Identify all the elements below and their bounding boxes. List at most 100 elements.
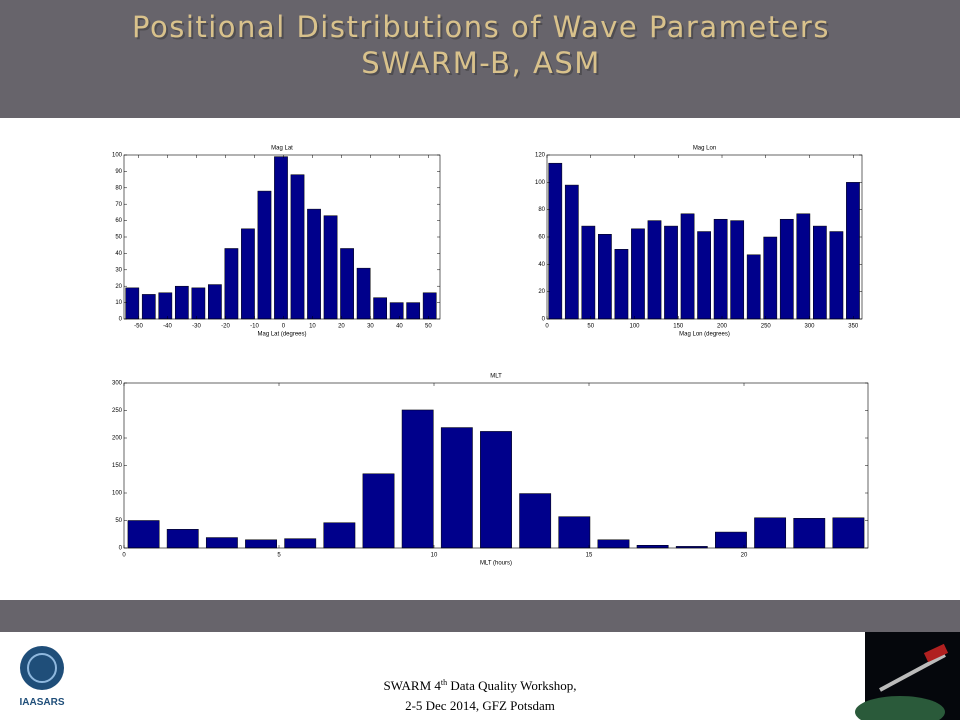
- title-shadow: Positional Distributions of Wave Paramet…: [134, 12, 832, 46]
- x-tick-label: 50: [425, 324, 432, 330]
- y-tick-label: 40: [115, 251, 122, 257]
- x-tick-label: 300: [804, 324, 815, 330]
- x-tick-label: 20: [338, 324, 345, 330]
- bar: [323, 522, 356, 549]
- x-tick-label: 10: [309, 324, 316, 330]
- logo: IAASARS: [19, 646, 65, 708]
- bar: [548, 162, 563, 320]
- footer-line2: 2-5 Dec 2014, GFZ Potsdam: [405, 698, 555, 713]
- bar: [191, 287, 206, 320]
- bar: [779, 218, 794, 320]
- bar: [614, 249, 629, 320]
- bar: [597, 539, 630, 549]
- bar: [829, 231, 844, 320]
- bar: [480, 431, 512, 549]
- bar: [763, 236, 778, 320]
- x-tick-label: 15: [586, 553, 593, 559]
- bar: [284, 538, 317, 549]
- bar: [158, 292, 173, 320]
- x-tick-label: 0: [122, 553, 126, 559]
- chart-title: Mag Lon: [693, 146, 716, 152]
- bar: [141, 294, 156, 320]
- bar: [125, 287, 140, 320]
- satellite-panel: [923, 643, 949, 663]
- y-tick-label: 0: [542, 317, 546, 323]
- bar: [581, 225, 596, 320]
- bar: [224, 248, 239, 320]
- logo-globe: [20, 646, 64, 690]
- y-tick-label: 80: [115, 185, 122, 191]
- bar: [636, 545, 669, 549]
- bar: [422, 292, 437, 320]
- y-tick-label: 20: [115, 284, 122, 290]
- bar: [730, 220, 745, 320]
- x-tick-label: 0: [282, 324, 286, 330]
- x-tick-label: -10: [250, 324, 259, 330]
- x-tick-label: 5: [277, 553, 281, 559]
- bar: [631, 228, 645, 320]
- bar: [440, 427, 473, 549]
- x-tick-label: -50: [134, 324, 143, 330]
- subtitle-shadow: SWARM-B, ASM: [363, 48, 603, 82]
- bar: [832, 517, 865, 549]
- bar: [793, 518, 826, 549]
- bar: [713, 218, 728, 320]
- x-tick-label: 20: [741, 553, 748, 559]
- bar: [389, 302, 404, 320]
- x-axis-label: Mag Lon (degrees): [679, 332, 730, 338]
- x-tick-label: -20: [221, 324, 230, 330]
- y-tick-label: 100: [535, 180, 546, 186]
- y-tick-label: 80: [538, 207, 545, 213]
- y-tick-label: 120: [535, 153, 546, 159]
- bar: [796, 213, 811, 320]
- bar: [166, 529, 199, 549]
- x-tick-label: 30: [367, 324, 374, 330]
- y-tick-label: 40: [538, 262, 545, 268]
- bar: [519, 493, 552, 549]
- earth: [855, 696, 945, 720]
- bar: [406, 302, 421, 320]
- logo-text: IAASARS: [19, 697, 64, 708]
- bar: [697, 231, 711, 320]
- y-tick-label: 90: [115, 169, 122, 175]
- chart-title: MLT: [490, 374, 502, 380]
- chart-title: Mag Lat: [271, 146, 293, 152]
- bar: [290, 174, 305, 320]
- bar: [846, 182, 860, 320]
- bar: [754, 517, 787, 549]
- bar: [307, 208, 321, 320]
- x-tick-label: -40: [163, 324, 172, 330]
- footer-line1: SWARM 4th Data Quality Workshop,: [383, 678, 576, 693]
- x-tick-label: 10: [431, 553, 438, 559]
- bar: [373, 297, 387, 320]
- x-axis-label: Mag Lat (degrees): [257, 332, 306, 338]
- x-tick-label: 250: [761, 324, 772, 330]
- y-tick-label: 10: [115, 300, 122, 306]
- x-tick-label: 40: [396, 324, 403, 330]
- y-tick-label: 0: [119, 317, 123, 323]
- y-tick-label: 300: [112, 381, 123, 387]
- y-tick-label: 0: [119, 546, 123, 552]
- bar: [257, 190, 272, 320]
- bar: [664, 225, 678, 320]
- bar: [208, 284, 222, 320]
- footer-sup: th: [441, 678, 447, 687]
- y-tick-label: 20: [538, 289, 545, 295]
- y-tick-label: 200: [112, 436, 123, 442]
- bar: [356, 267, 371, 320]
- bar: [558, 516, 591, 549]
- bar: [241, 228, 255, 320]
- y-tick-label: 30: [115, 267, 122, 273]
- bar: [680, 213, 695, 320]
- bar: [401, 409, 434, 549]
- y-tick-label: 60: [538, 235, 545, 241]
- title: Positional Distributions of Wave Paramet…: [132, 10, 830, 44]
- header-band: [0, 0, 960, 118]
- footer-text: SWARM 4: [383, 678, 441, 693]
- x-tick-label: -30: [192, 324, 201, 330]
- y-tick-label: 100: [112, 153, 123, 159]
- x-tick-label: 100: [629, 324, 640, 330]
- bar: [746, 254, 761, 320]
- y-tick-label: 50: [115, 235, 122, 241]
